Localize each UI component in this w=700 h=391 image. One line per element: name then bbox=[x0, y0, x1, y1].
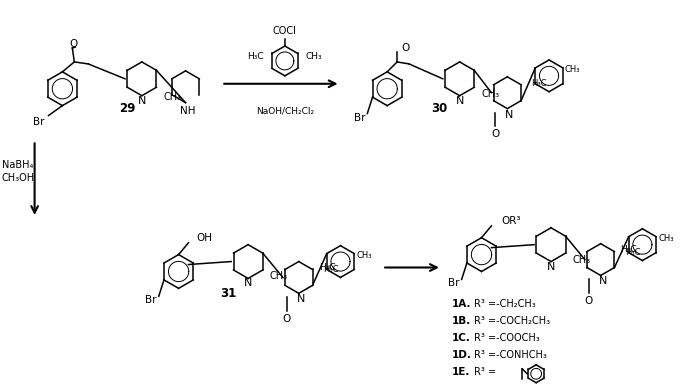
Text: H₃C: H₃C bbox=[318, 263, 335, 272]
Text: H₃C: H₃C bbox=[625, 248, 640, 257]
Text: N: N bbox=[505, 109, 514, 120]
Text: H₃C: H₃C bbox=[323, 265, 339, 274]
Text: 31: 31 bbox=[220, 287, 237, 300]
Text: NaBH₄: NaBH₄ bbox=[2, 160, 34, 170]
Text: H₃C: H₃C bbox=[247, 52, 264, 61]
Text: 29: 29 bbox=[119, 102, 135, 115]
Text: NaOH/CH₂Cl₂: NaOH/CH₂Cl₂ bbox=[256, 106, 314, 115]
Text: O: O bbox=[69, 39, 78, 49]
Text: CH₃: CH₃ bbox=[356, 251, 372, 260]
Text: R³ =: R³ = bbox=[474, 367, 496, 377]
Text: 1A.: 1A. bbox=[452, 299, 471, 309]
Text: CH₃: CH₃ bbox=[306, 52, 322, 61]
Text: O: O bbox=[584, 296, 593, 306]
Text: H₃C: H₃C bbox=[620, 245, 637, 254]
Text: Br: Br bbox=[33, 117, 44, 127]
Text: N: N bbox=[138, 96, 146, 106]
Text: CH₃: CH₃ bbox=[482, 89, 500, 99]
Text: 1D.: 1D. bbox=[452, 350, 472, 360]
Text: OH: OH bbox=[197, 233, 213, 243]
Text: R³ =-COOCH₃: R³ =-COOCH₃ bbox=[474, 333, 539, 343]
Text: O: O bbox=[401, 43, 410, 53]
Text: 1E.: 1E. bbox=[452, 367, 470, 377]
Text: N: N bbox=[456, 96, 464, 106]
Text: OR³: OR³ bbox=[501, 216, 521, 226]
Text: N: N bbox=[244, 278, 252, 289]
Text: R³ =-CH₂CH₃: R³ =-CH₂CH₃ bbox=[474, 299, 536, 309]
Text: 1C.: 1C. bbox=[452, 333, 470, 343]
Text: O: O bbox=[283, 314, 291, 324]
Text: N: N bbox=[547, 262, 555, 271]
Text: Br: Br bbox=[145, 295, 157, 305]
Text: Br: Br bbox=[448, 278, 459, 289]
Text: R³ =-COCH₂CH₃: R³ =-COCH₂CH₃ bbox=[474, 316, 550, 326]
Text: CH₃: CH₃ bbox=[164, 91, 182, 102]
Text: CH₃OH: CH₃OH bbox=[1, 173, 34, 183]
Text: N: N bbox=[598, 276, 607, 286]
Text: 1B.: 1B. bbox=[452, 316, 471, 326]
Text: Br: Br bbox=[354, 113, 365, 122]
Text: O: O bbox=[491, 129, 500, 140]
Text: N: N bbox=[297, 294, 305, 304]
Text: NH: NH bbox=[180, 106, 195, 116]
Text: CH₃: CH₃ bbox=[658, 234, 673, 243]
Text: CH₃: CH₃ bbox=[270, 271, 288, 282]
Text: 30: 30 bbox=[432, 102, 448, 115]
Text: CH₃: CH₃ bbox=[573, 255, 591, 265]
Text: H₃C: H₃C bbox=[531, 79, 547, 88]
Text: CH₃: CH₃ bbox=[565, 65, 580, 74]
Text: COCl: COCl bbox=[273, 26, 297, 36]
Text: R³ =-CONHCH₃: R³ =-CONHCH₃ bbox=[474, 350, 547, 360]
